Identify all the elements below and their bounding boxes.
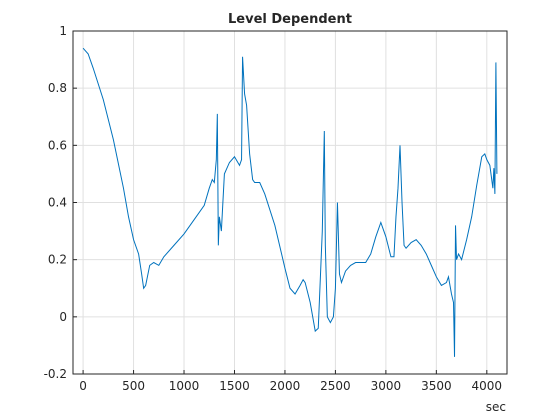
y-tick-label: 0.2 <box>48 253 67 267</box>
y-tick-label: 1 <box>59 24 67 38</box>
x-tick-label: 1500 <box>219 379 250 393</box>
x-tick-label: 1000 <box>169 379 200 393</box>
y-tick-label: -0.2 <box>44 367 67 381</box>
chart-title: Level Dependent <box>228 12 352 27</box>
x-tick-label: 2000 <box>270 379 301 393</box>
x-tick-label: 3000 <box>371 379 402 393</box>
x-axis-label: sec <box>486 400 506 414</box>
y-tick-label: 0.8 <box>48 81 67 95</box>
y-tick-label: 0 <box>59 310 67 324</box>
data-line <box>82 47 498 357</box>
x-tick-label: 3500 <box>421 379 452 393</box>
x-tick-label: 4000 <box>472 379 503 393</box>
x-tick-label: 2500 <box>320 379 351 393</box>
axes-box <box>72 30 508 375</box>
y-tick-label: 0.4 <box>48 196 67 210</box>
x-tick-label: 500 <box>122 379 145 393</box>
x-tick-label: 0 <box>79 379 87 393</box>
y-tick-label: 0.6 <box>48 138 67 152</box>
